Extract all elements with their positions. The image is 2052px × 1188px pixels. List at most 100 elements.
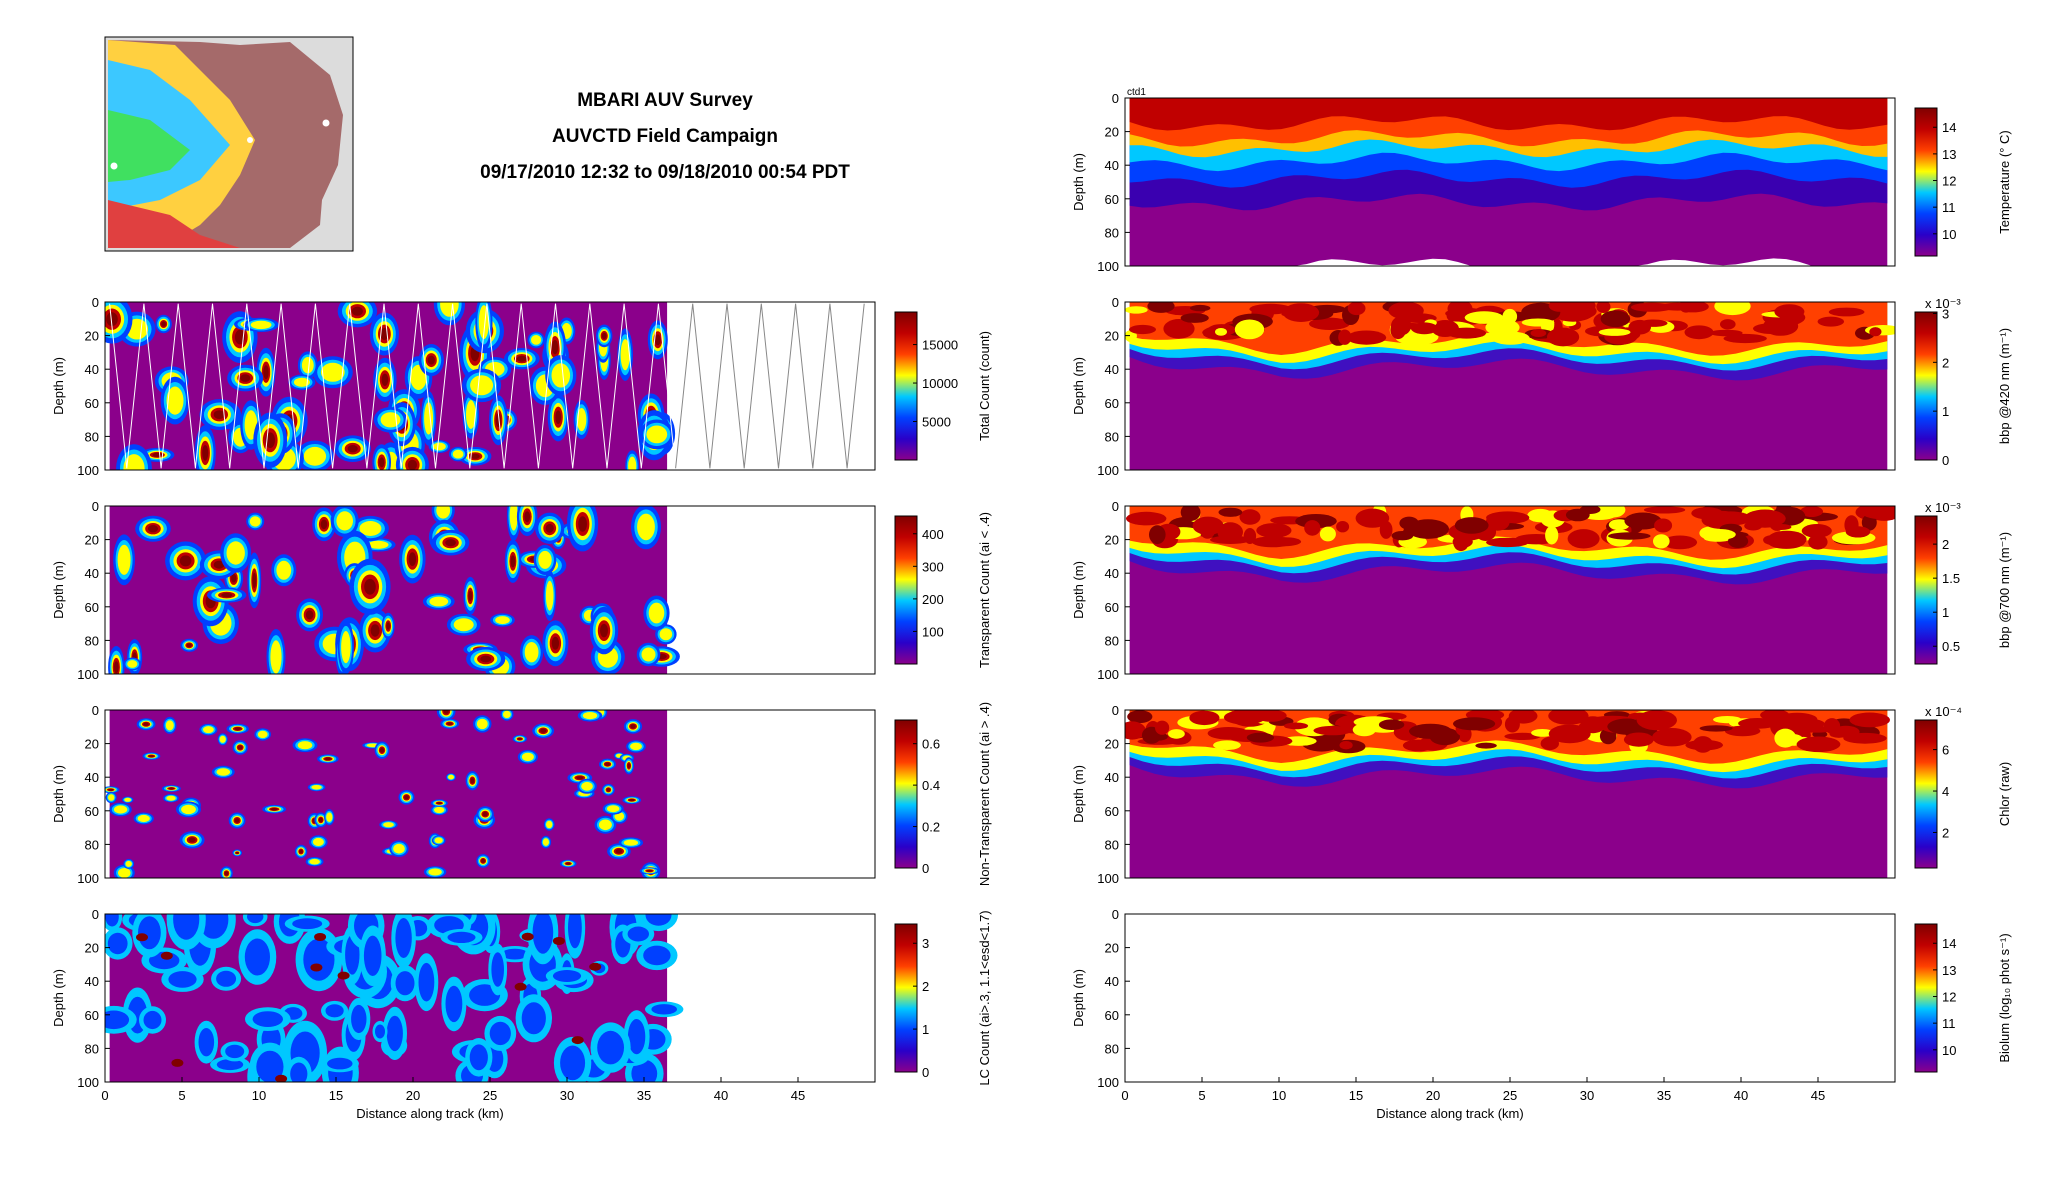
- y-tick-label: 40: [1105, 158, 1119, 173]
- colorbar-tick-label: 0: [922, 861, 929, 876]
- count-hotspot: [620, 339, 630, 371]
- count-hotspot: [337, 971, 350, 980]
- count-hotspot: [238, 745, 243, 750]
- count-hotspot: [213, 560, 225, 569]
- inset-map: [104, 36, 354, 252]
- title-line-1: MBARI AUV Survey: [577, 90, 753, 111]
- colorbar-tick-label: 14: [1942, 120, 1956, 135]
- count-hotspot: [501, 948, 529, 960]
- layer-patch: [1630, 302, 1673, 312]
- count-hotspot: [524, 642, 539, 663]
- y-tick-label: 0: [92, 703, 99, 718]
- count-hotspot: [216, 1059, 244, 1071]
- layer-patch: [1304, 520, 1321, 536]
- count-hotspot: [148, 755, 154, 758]
- y-axis-label: Depth (m): [51, 357, 66, 415]
- count-hotspot: [324, 757, 331, 761]
- count-hotspot: [395, 971, 415, 996]
- y-tick-label: 100: [77, 463, 99, 478]
- layer-patch: [1565, 508, 1590, 522]
- count-hotspot: [443, 710, 449, 714]
- count-hotspot: [186, 643, 192, 648]
- layer-patch: [1829, 729, 1849, 738]
- count-hotspot: [179, 555, 192, 567]
- x-tick-label: 0: [101, 1088, 108, 1103]
- count-hotspot: [629, 799, 635, 802]
- count-hotspot: [136, 933, 148, 942]
- count-hotspot: [380, 412, 401, 428]
- layer-patch: [1346, 330, 1387, 345]
- count-hotspot: [118, 868, 131, 878]
- layer-patch: [1728, 534, 1749, 548]
- count-hotspot: [303, 938, 335, 981]
- count-hotspot: [375, 1024, 385, 1039]
- layer-patch: [1652, 728, 1692, 747]
- count-hotspot: [428, 868, 442, 876]
- layer-patch: [1849, 712, 1890, 728]
- count-hotspot: [524, 511, 531, 523]
- count-hotspot: [503, 710, 511, 719]
- colorbar-tick-label: 400: [922, 527, 944, 542]
- title-line-2: AUVCTD Field Campaign: [552, 126, 778, 147]
- count-hotspot: [256, 1050, 284, 1082]
- layer-patch: [1548, 724, 1591, 744]
- layer-patch: [1355, 508, 1390, 528]
- colorbar-tick-label: 2: [1942, 537, 1949, 552]
- y-tick-label: 0: [1112, 907, 1119, 922]
- count-hotspot: [560, 1045, 586, 1081]
- layer-patch: [1207, 727, 1250, 740]
- layer-patch: [1653, 534, 1670, 549]
- layer-patch: [1180, 506, 1201, 522]
- count-hotspot: [240, 374, 251, 382]
- count-hotspot: [114, 661, 119, 674]
- count-hotspot: [252, 1011, 283, 1027]
- x-tick-label: 35: [1657, 1088, 1671, 1103]
- count-hotspot: [600, 623, 608, 638]
- layer-patch: [1336, 521, 1350, 533]
- count-hotspot: [113, 805, 128, 814]
- count-hotspot: [168, 787, 175, 790]
- count-hotspot: [607, 805, 620, 813]
- count-hotspot: [555, 410, 562, 425]
- y-tick-label: 60: [1105, 1008, 1119, 1023]
- count-hotspot: [648, 602, 665, 624]
- count-hotspot: [538, 550, 552, 569]
- count-hotspot: [188, 837, 196, 843]
- y-tick-label: 0: [92, 907, 99, 922]
- count-hotspot: [606, 788, 611, 792]
- count-hotspot: [582, 712, 598, 720]
- count-hotspot: [545, 523, 554, 533]
- layer-patch: [1713, 716, 1742, 724]
- y-tick-label: 100: [1097, 667, 1119, 682]
- layer-patch: [1125, 306, 1148, 314]
- colorbar-label: Transparent Count (ai < .4): [977, 512, 992, 668]
- colorbar-label: Temperature (° C): [1997, 130, 2012, 233]
- colorbar-tick-label: 5000: [922, 415, 951, 430]
- layer-patch: [1596, 302, 1611, 313]
- layer-patch: [1485, 319, 1520, 336]
- count-hotspot: [436, 506, 451, 519]
- count-hotspot: [445, 985, 463, 1023]
- count-hotspot: [568, 914, 582, 949]
- layer-patch: [1180, 313, 1209, 323]
- x-tick-label: 20: [406, 1088, 420, 1103]
- count-hotspot: [137, 814, 150, 823]
- y-tick-label: 20: [1105, 941, 1119, 956]
- layer-patch: [1764, 717, 1801, 727]
- inset-map-marker: [247, 137, 253, 143]
- axes-frame: [1124, 913, 1896, 1083]
- count-hotspot: [165, 720, 174, 731]
- y-axis-label: Depth (m): [51, 765, 66, 823]
- count-hotspot: [552, 937, 565, 945]
- layer-patch: [1677, 302, 1709, 313]
- count-hotspot: [234, 818, 240, 823]
- colorbar-tick-label: 10: [1942, 1043, 1956, 1058]
- count-hotspot: [166, 795, 176, 801]
- layer-patch: [1409, 723, 1452, 739]
- layer-patch: [1693, 736, 1713, 753]
- plot-area-temperature: [1129, 98, 1888, 266]
- y-tick-label: 40: [1105, 770, 1119, 785]
- count-hotspot: [351, 1004, 367, 1034]
- count-hotspot: [299, 849, 303, 854]
